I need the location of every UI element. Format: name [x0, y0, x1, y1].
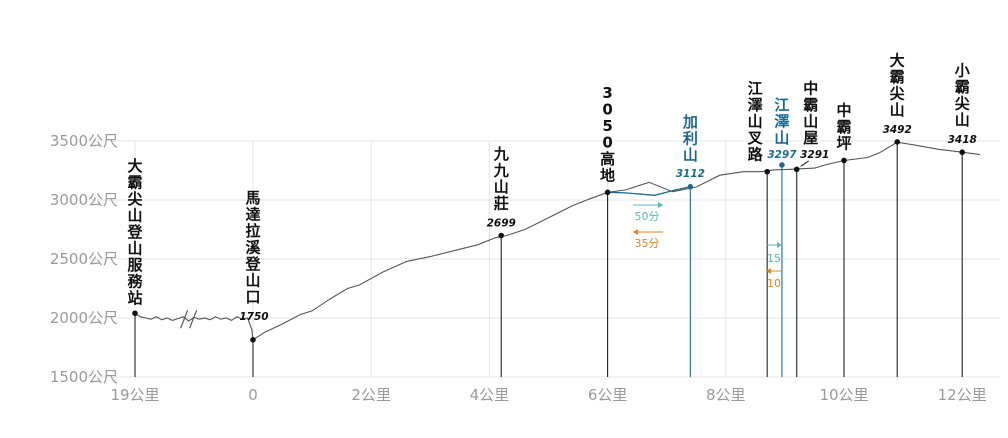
waypoint-marker: [764, 168, 770, 175]
y-tick-label: 3000公尺: [50, 191, 118, 209]
return-time-arrow-head: [766, 268, 771, 274]
axis-break-mark: [189, 309, 198, 329]
waypoint-name-label: 中霸坪: [836, 101, 851, 152]
waypoint-name-label: 九九山莊: [493, 145, 509, 213]
y-tick-label: 3500公尺: [50, 132, 118, 150]
waypoint-marker: [250, 337, 256, 343]
outbound-time-label: 15: [767, 252, 781, 265]
waypoint-elevation-label: 3291: [800, 149, 829, 161]
outbound-time-arrow-head: [658, 202, 663, 208]
waypoint-elevation-label: 3112: [676, 168, 705, 180]
waypoint-marker: [604, 189, 611, 196]
waypoint-marker: [841, 157, 847, 164]
waypoint-marker: [793, 166, 800, 173]
waypoint-marker: [894, 139, 900, 145]
x-tick-label: 19公里: [110, 386, 159, 404]
axis-break-mark: [180, 309, 189, 329]
waypoint-marker: [132, 310, 138, 317]
side-trip-line: [607, 186, 691, 196]
waypoint-elevation-label: 2699: [487, 218, 516, 230]
waypoint-name-label: 江澤山叉路: [747, 80, 764, 164]
y-tick-label: 2500公尺: [50, 250, 118, 268]
x-tick-label: 4公里: [470, 386, 510, 404]
label-leader-line: [800, 160, 809, 167]
x-tick-label: 6公里: [588, 386, 628, 404]
waypoint-elevation-label: 3297: [767, 149, 797, 161]
waypoint-elevation-label: 3418: [948, 134, 977, 146]
waypoint-name-label: 江澤山: [774, 96, 789, 147]
outbound-time-label: 50分: [635, 210, 660, 223]
x-tick-label: 12公里: [938, 386, 987, 404]
x-tick-label: 10公里: [819, 386, 868, 404]
waypoint-marker: [779, 162, 785, 168]
waypoint-elevation-label: 3492: [883, 124, 912, 136]
y-tick-label: 2000公尺: [50, 309, 118, 327]
waypoint-marker: [959, 149, 965, 156]
x-tick-label: 8公里: [706, 386, 746, 404]
waypoint-name-label: 3 0 5 0 高地: [600, 84, 615, 185]
return-time-arrow-head: [633, 229, 638, 235]
waypoint-name-label: 大霸尖山登山服務站: [126, 157, 143, 307]
waypoint-name-label: 加利山: [682, 113, 698, 164]
waypoint-elevation-label: 1750: [239, 311, 268, 323]
return-time-label: 35分: [635, 237, 660, 250]
outbound-time-arrow-head: [777, 242, 782, 248]
elevation-profile-line: [134, 141, 980, 341]
y-tick-label: 1500公尺: [50, 368, 118, 386]
x-tick-label: 2公里: [351, 386, 391, 404]
x-tick-label: 0: [248, 386, 258, 404]
waypoint-name-label: 大霸尖山: [890, 51, 905, 119]
waypoint-name-label: 中霸山屋: [803, 80, 818, 148]
waypoint-name-label: 小霸尖山: [955, 62, 970, 129]
waypoint-marker: [687, 183, 694, 190]
waypoint-marker: [498, 232, 505, 239]
return-time-label: 10: [767, 277, 781, 290]
waypoint-name-label: 馬達拉溪登山口: [244, 189, 261, 306]
